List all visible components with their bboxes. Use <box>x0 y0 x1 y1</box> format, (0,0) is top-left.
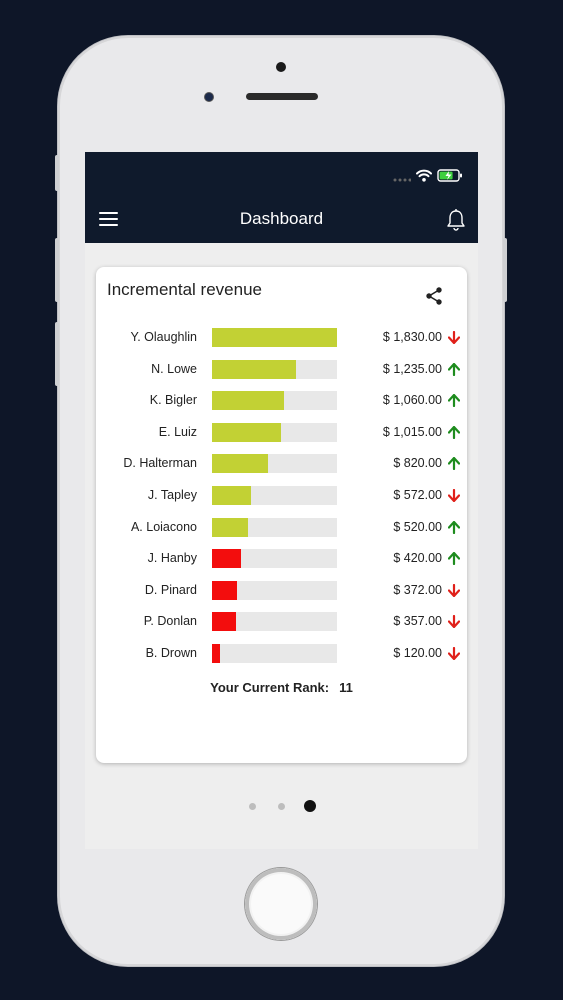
person-name: K. Bigler <box>149 393 197 408</box>
arrow-up-icon <box>448 394 460 408</box>
list-item: P. Donlan $ 357.00 <box>96 611 467 633</box>
volume-up-button <box>55 238 59 302</box>
revenue-bar <box>212 580 237 600</box>
front-camera <box>276 62 286 72</box>
page-dot[interactable] <box>278 803 285 810</box>
revenue-bar-track <box>212 612 337 632</box>
list-item: J. Tapley $ 572.00 <box>96 485 467 507</box>
list-item: D. Pinard $ 372.00 <box>96 580 467 602</box>
arrow-up-icon <box>448 552 460 566</box>
revenue-bar-track <box>212 486 337 505</box>
revenue-bar-track <box>212 422 337 442</box>
revenue-amount: $ 420.00 <box>393 551 442 566</box>
arrow-up-icon <box>448 362 460 376</box>
arrow-up-icon <box>448 457 460 471</box>
arrow-up-icon <box>448 520 460 534</box>
revenue-amount: $ 820.00 <box>393 456 442 471</box>
list-item: N. Lowe $ 1,235.00 <box>96 359 467 381</box>
revenue-amount: $ 1,015.00 <box>382 424 442 439</box>
card-title: Incremental revenue <box>107 280 262 299</box>
revenue-bar-track <box>212 391 337 411</box>
person-name: A. Loiacono <box>130 519 197 534</box>
app-screen: Dashboard Incremental revenue Y. Olaughl… <box>85 152 478 849</box>
list-item: D. Halterman $ 820.00 <box>96 453 467 475</box>
status-bar <box>85 152 478 196</box>
revenue-bar-track <box>212 580 337 600</box>
list-item: Y. Olaughlin $ 1,830.00 <box>96 327 467 349</box>
arrow-down-icon <box>448 583 460 597</box>
arrow-down-icon <box>448 489 460 502</box>
menu-icon[interactable] <box>99 212 118 226</box>
revenue-bar <box>212 391 284 411</box>
rank-value: 11 <box>339 680 353 695</box>
page-dot[interactable] <box>304 800 316 812</box>
arrow-up-icon <box>448 425 460 439</box>
earpiece-speaker <box>246 93 318 100</box>
page-indicator[interactable] <box>85 799 478 813</box>
revenue-bar <box>212 359 296 379</box>
person-name: P. Donlan <box>143 614 197 629</box>
revenue-amount: $ 1,830.00 <box>382 330 442 344</box>
revenue-bar <box>212 328 337 347</box>
revenue-amount: $ 1,060.00 <box>382 393 442 408</box>
revenue-amount: $ 357.00 <box>393 614 442 629</box>
revenue-bar-track <box>212 359 337 379</box>
revenue-bar-track <box>212 517 337 537</box>
share-icon[interactable] <box>424 286 444 306</box>
revenue-bar <box>212 612 236 632</box>
revenue-bar-track <box>212 454 337 474</box>
revenue-bar <box>212 454 268 474</box>
revenue-bar-track <box>212 644 337 663</box>
list-item: J. Hanby $ 420.00 <box>96 548 467 570</box>
current-rank: Your Current Rank: 11 <box>96 680 467 695</box>
mute-switch <box>55 155 59 191</box>
person-name: J. Hanby <box>147 551 197 566</box>
nav-bar: Dashboard <box>85 196 478 243</box>
revenue-bar <box>212 422 281 442</box>
revenue-bar-track <box>212 328 337 347</box>
list-item: B. Drown $ 120.00 <box>96 643 467 665</box>
arrow-down-icon <box>448 647 460 660</box>
page-dot[interactable] <box>249 803 256 810</box>
arrow-down-icon <box>448 331 460 344</box>
page-title: Dashboard <box>239 209 324 228</box>
revenue-bar <box>212 549 241 569</box>
signal-icon <box>393 178 411 182</box>
revenue-bar <box>212 644 220 663</box>
revenue-bar <box>212 517 248 537</box>
person-name: N. Lowe <box>151 361 197 376</box>
rank-label: Your Current Rank: <box>210 680 330 695</box>
person-name: E. Luiz <box>158 424 197 439</box>
incremental-revenue-card: Incremental revenue Y. Olaughlin $ 1,830.… <box>96 267 467 763</box>
volume-down-button <box>55 322 59 386</box>
person-name: B. Drown <box>145 646 197 660</box>
battery-icon <box>437 169 462 182</box>
person-name: D. Halterman <box>123 456 197 471</box>
person-name: D. Pinard <box>144 582 197 597</box>
bell-icon[interactable] <box>446 208 466 232</box>
revenue-amount: $ 120.00 <box>393 646 442 660</box>
list-item: E. Luiz $ 1,015.00 <box>96 422 467 444</box>
list-item: A. Loiacono $ 520.00 <box>96 517 467 539</box>
person-name: J. Tapley <box>147 488 197 502</box>
list-item: K. Bigler $ 1,060.00 <box>96 390 467 412</box>
power-button <box>503 238 507 302</box>
proximity-sensor <box>205 93 213 101</box>
revenue-amount: $ 372.00 <box>393 582 442 597</box>
revenue-amount: $ 1,235.00 <box>382 361 442 376</box>
person-name: Y. Olaughlin <box>130 330 198 344</box>
revenue-amount: $ 572.00 <box>393 488 442 502</box>
home-button[interactable] <box>245 868 317 940</box>
revenue-amount: $ 520.00 <box>393 519 442 534</box>
wifi-icon <box>416 169 432 182</box>
revenue-bar-track <box>212 549 337 569</box>
arrow-down-icon <box>448 615 460 629</box>
revenue-bar <box>212 486 251 505</box>
